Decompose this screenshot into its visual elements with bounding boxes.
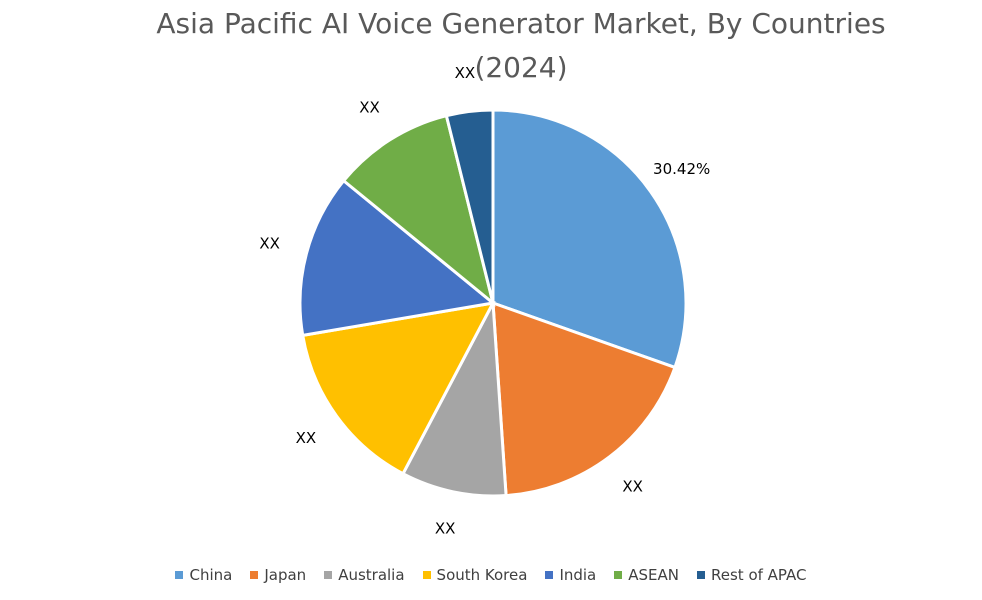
legend-item: South Korea <box>422 566 528 584</box>
legend-label: China <box>189 566 233 584</box>
legend-item: Rest of APAC <box>697 566 807 584</box>
legend-item: India <box>545 566 596 584</box>
legend-swatch <box>175 571 184 579</box>
legend-label: ASEAN <box>628 566 679 584</box>
legend-swatch <box>545 571 554 579</box>
pie-slice <box>444 108 495 304</box>
chart-title: Asia Pacific AI Voice Generator Market, … <box>156 7 886 84</box>
legend-label: Rest of APAC <box>711 566 807 584</box>
legend-label: Australia <box>338 566 405 584</box>
legend-swatch <box>697 571 705 579</box>
legend-swatch <box>614 571 623 579</box>
pie-slice <box>491 300 677 498</box>
pie-slice <box>491 108 688 370</box>
legend-item: ASEAN <box>614 566 679 584</box>
legend-item: Japan <box>250 566 306 584</box>
legend-label: Japan <box>264 566 307 584</box>
data-label: XX <box>455 64 476 82</box>
data-label: XX <box>259 234 280 252</box>
legend-swatch <box>324 571 333 579</box>
legend: China Japan Australia South Korea India ASEAN… <box>0 566 982 584</box>
data-label: XX <box>435 519 456 537</box>
pie-slice <box>300 301 496 476</box>
legend-label: India <box>559 566 597 584</box>
pie-slice <box>341 113 496 308</box>
pie-slice <box>298 178 497 338</box>
data-label: XX <box>622 478 643 496</box>
legend-label: South Korea <box>436 566 528 584</box>
data-label: XX <box>296 429 317 447</box>
legend-swatch <box>250 571 259 579</box>
legend-item: Australia <box>324 566 405 584</box>
legend-item: China <box>175 566 232 584</box>
legend-swatch <box>422 571 431 579</box>
pie-slice <box>400 297 508 498</box>
data-label: 30.42% <box>653 160 710 178</box>
data-label: XX <box>359 98 380 116</box>
